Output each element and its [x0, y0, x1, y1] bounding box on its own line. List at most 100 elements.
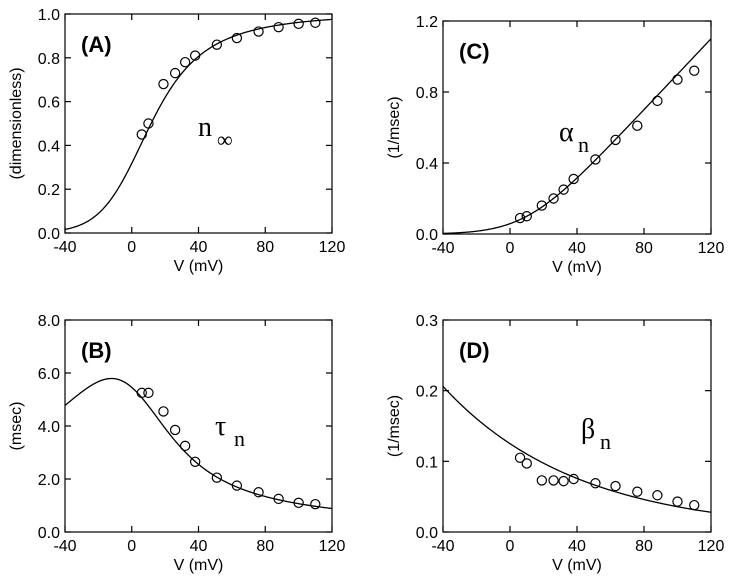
x-tick-label: 80: [635, 240, 653, 257]
x-tick-label: 80: [256, 538, 274, 555]
data-point: [632, 486, 643, 497]
data-point: [652, 95, 663, 107]
data-point: [548, 193, 559, 204]
y-tick-label: 4.0: [38, 419, 60, 436]
panel-label: (A): [81, 32, 112, 57]
y-tick-label: 0.6: [38, 95, 60, 112]
y-tick-label: 0.2: [416, 384, 438, 401]
curve-symbol: β: [581, 414, 595, 445]
curve-symbol: n: [198, 112, 212, 143]
x-tick-label: 40: [568, 240, 586, 257]
data-point: [590, 154, 601, 165]
data-point: [189, 50, 201, 61]
data-point: [143, 387, 154, 399]
y-tick-label: 0.8: [38, 51, 60, 68]
y-axis-label: (dimensionless): [8, 67, 25, 179]
y-tick-label: 8.0: [38, 313, 60, 330]
y-tick-label: 1.0: [38, 7, 60, 24]
x-tick-label: 40: [190, 239, 208, 256]
x-tick-label: 0: [506, 240, 515, 257]
x-tick-label: 0: [127, 239, 136, 256]
x-tick-label: 0: [506, 538, 515, 555]
data-point: [632, 120, 643, 131]
x-axis-label: V (mV): [552, 557, 602, 574]
panel-label: (C): [459, 39, 490, 64]
x-tick-label: -40: [53, 239, 76, 256]
x-tick-label: -40: [53, 538, 76, 555]
y-tick-label: 0.3: [416, 313, 438, 330]
data-point: [310, 17, 321, 28]
data-point: [310, 498, 321, 510]
data-point: [652, 490, 663, 501]
panel-c: -40 0 40 80 120 0.0 0.4 0.8 1.2 V (mV) (1/msec) (C)…: [386, 14, 724, 276]
panel-d: -40 0 40 80 120 0.0 0.1 0.2 0.3 V (mV) (1/msec) (D)…: [386, 313, 724, 574]
data-point: [179, 56, 191, 68]
data-point: [136, 387, 147, 399]
curve-symbol: τ: [215, 411, 226, 442]
data-point: [136, 129, 147, 140]
data-point: [558, 184, 569, 195]
data-point: [672, 74, 683, 85]
y-tick-label: 0.4: [38, 138, 60, 155]
y-tick-label: 0.0: [38, 226, 60, 243]
x-tick-label: 0: [127, 538, 136, 555]
y-axis-label: (1/msec): [386, 395, 403, 457]
x-axis-label: V (mV): [552, 259, 602, 276]
data-point: [548, 475, 559, 486]
panel-label: (D): [459, 338, 490, 363]
y-tick-label: 0.0: [38, 525, 60, 542]
model-curve: [65, 18, 332, 231]
panel-b: -40 0 40 80 120 0.0 2.0 4.0 6.0 8.0 V (mV) (msec) (B…: [8, 313, 345, 574]
x-tick-label: -40: [431, 240, 454, 257]
data-point: [189, 456, 201, 467]
data-point: [610, 480, 621, 492]
data-point: [169, 67, 181, 79]
data-point: [231, 32, 243, 44]
curve-symbol: α: [559, 117, 574, 148]
panel-label: (B): [81, 338, 112, 363]
data-point: [568, 173, 579, 185]
model-curve: [65, 377, 332, 510]
x-axis-label: V (mV): [174, 557, 224, 574]
data-point: [521, 211, 532, 222]
data-point: [568, 473, 579, 485]
data-point: [689, 65, 700, 76]
data-point: [293, 497, 304, 509]
y-tick-label: 0.2: [38, 182, 60, 199]
data-point: [169, 424, 181, 436]
data-point: [211, 39, 223, 50]
x-tick-label: 120: [698, 538, 725, 555]
x-axis-label: V (mV): [174, 258, 224, 275]
data-point: [273, 493, 284, 505]
data-point: [253, 487, 264, 498]
y-tick-label: 0.0: [416, 525, 438, 542]
data-point: [293, 18, 304, 30]
data-point: [521, 458, 532, 469]
data-point: [158, 78, 169, 90]
x-tick-label: 40: [190, 538, 208, 555]
data-point: [558, 475, 569, 487]
data-point: [211, 472, 223, 483]
data-point: [689, 499, 700, 511]
y-tick-label: 0.0: [416, 227, 438, 244]
data-point: [273, 21, 284, 33]
data-point: [590, 478, 601, 489]
data-point: [672, 496, 683, 507]
curve-symbol-subscript: ∞: [217, 127, 233, 152]
data-point: [536, 200, 548, 211]
x-tick-label: 80: [256, 239, 274, 256]
data-point: [514, 452, 526, 463]
x-tick-label: 120: [698, 240, 725, 257]
x-tick-label: 120: [319, 239, 346, 256]
y-tick-label: 0.8: [416, 85, 438, 102]
y-tick-label: 0.1: [416, 454, 438, 471]
data-point: [514, 212, 526, 224]
data-point: [231, 480, 243, 491]
data-point: [143, 118, 154, 129]
data-point: [536, 475, 548, 486]
data-point: [179, 440, 191, 452]
data-point: [610, 134, 621, 146]
data-point: [253, 26, 264, 37]
y-tick-label: 6.0: [38, 366, 60, 383]
